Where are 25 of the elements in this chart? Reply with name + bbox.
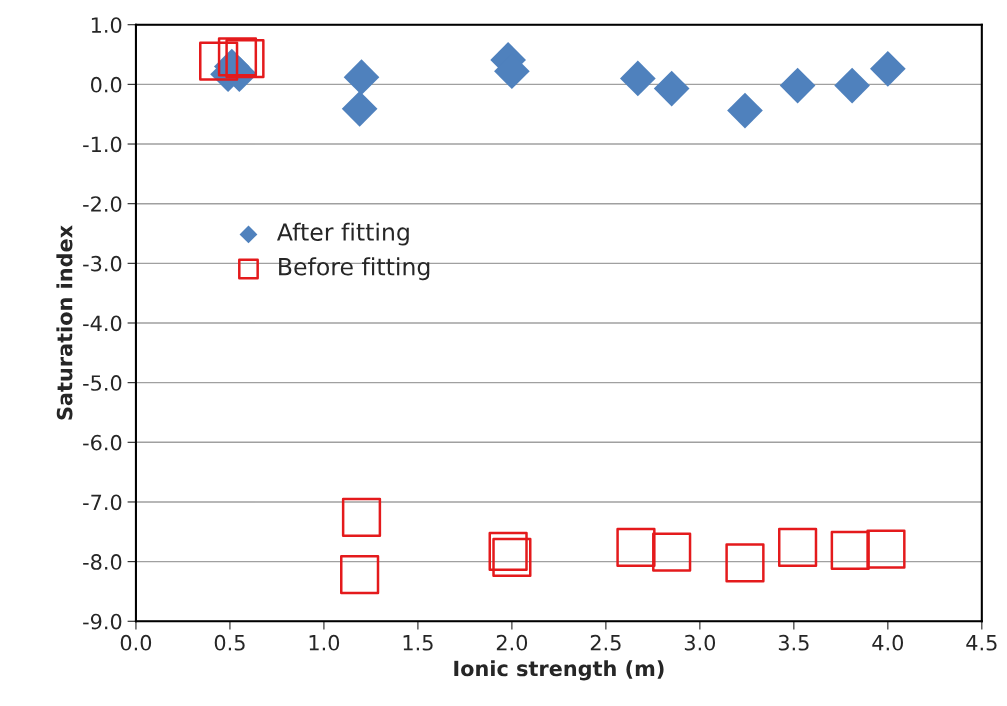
y-tick-label: 0.0	[90, 76, 122, 93]
x-axis-title: Ionic strength (m)	[454, 660, 664, 681]
y-tick-label: -7.0	[83, 494, 122, 511]
x-tick-label: 4.0	[872, 634, 904, 651]
x-tick-label: 1.0	[309, 634, 340, 651]
y-tick-label: -2.0	[83, 196, 122, 212]
x-tick-label: 1.5	[403, 635, 433, 651]
legend-label: Before fitting	[279, 257, 430, 281]
y-tick-label: -3.0	[83, 255, 122, 272]
x-tick-label: 3.0	[684, 634, 716, 651]
y-tick-label: -4.0	[83, 315, 122, 332]
y-tick-label: -5.0	[83, 375, 122, 391]
x-tick-label: 0.5	[214, 634, 245, 651]
x-tick-label: 0.0	[120, 634, 152, 651]
x-tick-label: 2.0	[496, 634, 528, 651]
x-tick-label: 3.5	[778, 634, 809, 651]
y-tick-label: -8.0	[83, 554, 122, 570]
x-tick-label: 2.5	[590, 634, 621, 651]
y-tick-label: 1.0	[91, 17, 122, 33]
y-axis-title: Saturation index	[56, 225, 73, 420]
y-tick-label: -9.0	[83, 613, 122, 630]
legend-label: After fitting	[276, 222, 409, 246]
y-tick-label: -6.0	[83, 434, 122, 451]
x-tick-label: 4.5	[966, 635, 997, 651]
y-tick-label: -1.0	[83, 136, 122, 153]
